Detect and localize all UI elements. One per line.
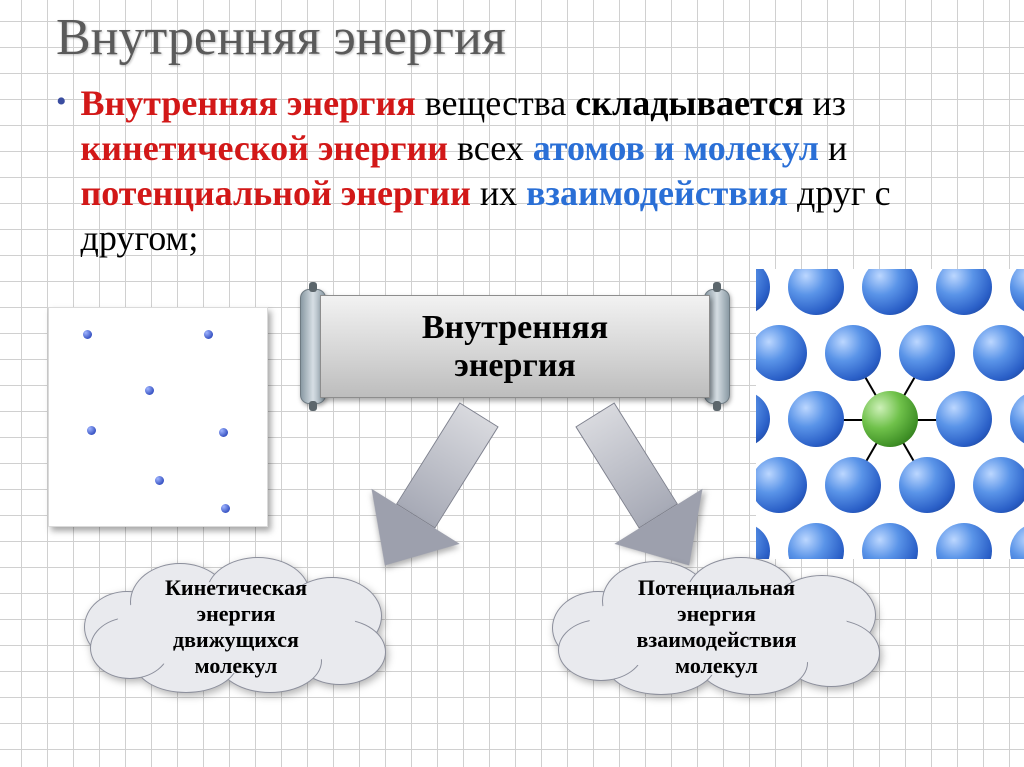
scroll-banner: Внутренняя энергия [300,289,730,404]
lattice-atom-icon [1010,391,1024,447]
definition-bullet: • Внутренняя энергия вещества складывает… [0,81,1024,261]
seg-internal-energy: Внутренняя энергия [81,83,416,123]
gas-molecule-icon [145,386,154,395]
lattice-atom-icon [788,523,844,559]
page-title: Внутренняя энергия [0,0,1024,81]
cloud-potential: Потенциальная энергия взаимодействия мол… [544,557,889,687]
gas-molecules-illustration [48,307,268,527]
lattice-atom-icon [756,391,770,447]
lattice-atom-icon [899,325,955,381]
lattice-atom-icon [825,325,881,381]
crystal-lattice-illustration [756,269,1024,559]
banner-label: Внутренняя энергия [320,295,710,398]
lattice-atom-icon [936,391,992,447]
lattice-atom-icon [862,523,918,559]
lattice-atom-icon [862,269,918,315]
lattice-atom-icon [788,391,844,447]
lattice-atom-icon [936,523,992,559]
gas-molecule-icon [87,426,96,435]
lattice-atom-icon [973,457,1024,513]
lattice-atom-icon [756,269,770,315]
gas-molecule-icon [204,330,213,339]
lattice-atom-icon [899,457,955,513]
cloud-kinetic: Кинетическая энергия движущихся молекул [76,557,396,687]
seg-atoms-molecules: атомов и молекул [533,128,819,168]
gas-molecule-icon [221,504,230,513]
gas-molecule-icon [155,476,164,485]
gas-molecule-icon [219,428,228,437]
lattice-atom-icon [788,269,844,315]
lattice-atom-icon [756,325,807,381]
lattice-atom-icon [1010,523,1024,559]
cloud-potential-text: Потенциальная энергия взаимодействия мол… [544,575,889,679]
diagram-area: Внутренняя энергия Кинетическая энергия … [0,269,1024,699]
lattice-atom-icon [1010,269,1024,315]
bullet-dot-icon: • [56,81,67,261]
cloud-kinetic-text: Кинетическая энергия движущихся молекул [76,575,396,679]
lattice-atom-icon [825,457,881,513]
gas-molecule-icon [83,330,92,339]
center-atom-icon [862,391,918,447]
definition-text: Внутренняя энергия вещества складывается… [81,81,984,261]
seg-kinetic: кинетической энергии [81,128,448,168]
lattice-atom-icon [973,325,1024,381]
seg-interaction: взаимодействия [526,173,788,213]
lattice-atom-icon [756,523,770,559]
seg-potential: потенциальной энергии [81,173,471,213]
lattice-atom-icon [756,457,807,513]
lattice-atom-icon [936,269,992,315]
